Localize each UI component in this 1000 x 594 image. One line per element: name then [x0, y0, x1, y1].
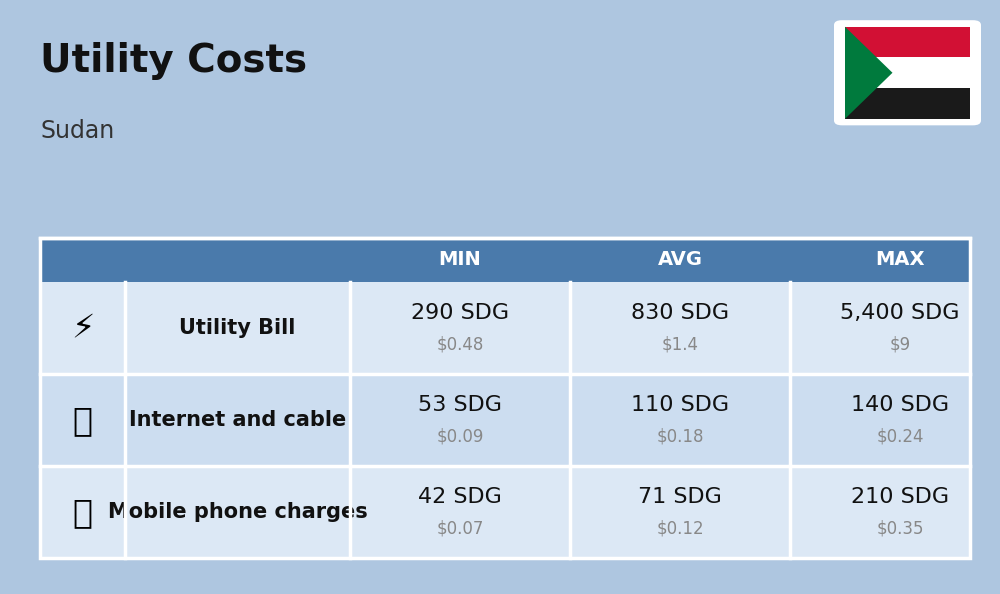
Text: $0.35: $0.35	[876, 520, 924, 538]
Text: 53 SDG: 53 SDG	[418, 396, 502, 415]
Text: 290 SDG: 290 SDG	[411, 304, 509, 323]
Text: $9: $9	[889, 336, 911, 354]
Bar	[40, 238, 970, 558]
Text: Mobile phone charges: Mobile phone charges	[108, 503, 367, 522]
Text: $0.07: $0.07	[436, 520, 484, 538]
Text: 📱: 📱	[72, 496, 92, 529]
Bar	[845, 58, 970, 88]
Text: Sudan: Sudan	[40, 119, 114, 143]
Text: $1.4: $1.4	[661, 336, 698, 354]
Text: 42 SDG: 42 SDG	[418, 488, 502, 507]
Text: 71 SDG: 71 SDG	[638, 488, 722, 507]
Text: $0.09: $0.09	[436, 428, 484, 446]
Bar	[40, 282, 970, 374]
Bar	[40, 466, 125, 558]
Text: ⚡: ⚡	[71, 312, 94, 345]
Text: MIN: MIN	[439, 251, 481, 269]
Text: 210 SDG: 210 SDG	[851, 488, 949, 507]
FancyBboxPatch shape	[834, 20, 981, 125]
Text: $0.24: $0.24	[876, 428, 924, 446]
Bar	[845, 88, 970, 119]
Bar	[40, 374, 125, 466]
Bar	[40, 238, 970, 282]
Text: 830 SDG: 830 SDG	[631, 304, 729, 323]
Bar	[40, 466, 970, 558]
Text: $0.18: $0.18	[656, 428, 704, 446]
Bar	[40, 374, 970, 466]
Text: Utility Bill: Utility Bill	[179, 318, 296, 338]
Text: 110 SDG: 110 SDG	[631, 396, 729, 415]
Text: 5,400 SDG: 5,400 SDG	[840, 304, 960, 323]
Bar	[845, 27, 970, 58]
Text: $0.12: $0.12	[656, 520, 704, 538]
Text: AVG: AVG	[657, 251, 702, 269]
Text: 140 SDG: 140 SDG	[851, 396, 949, 415]
Text: 📶: 📶	[72, 404, 92, 437]
Text: MAX: MAX	[875, 251, 925, 269]
Text: Utility Costs: Utility Costs	[40, 42, 307, 80]
Bar	[40, 282, 125, 374]
Polygon shape	[845, 27, 893, 119]
Text: $0.48: $0.48	[436, 336, 484, 354]
Text: Internet and cable: Internet and cable	[129, 410, 346, 430]
